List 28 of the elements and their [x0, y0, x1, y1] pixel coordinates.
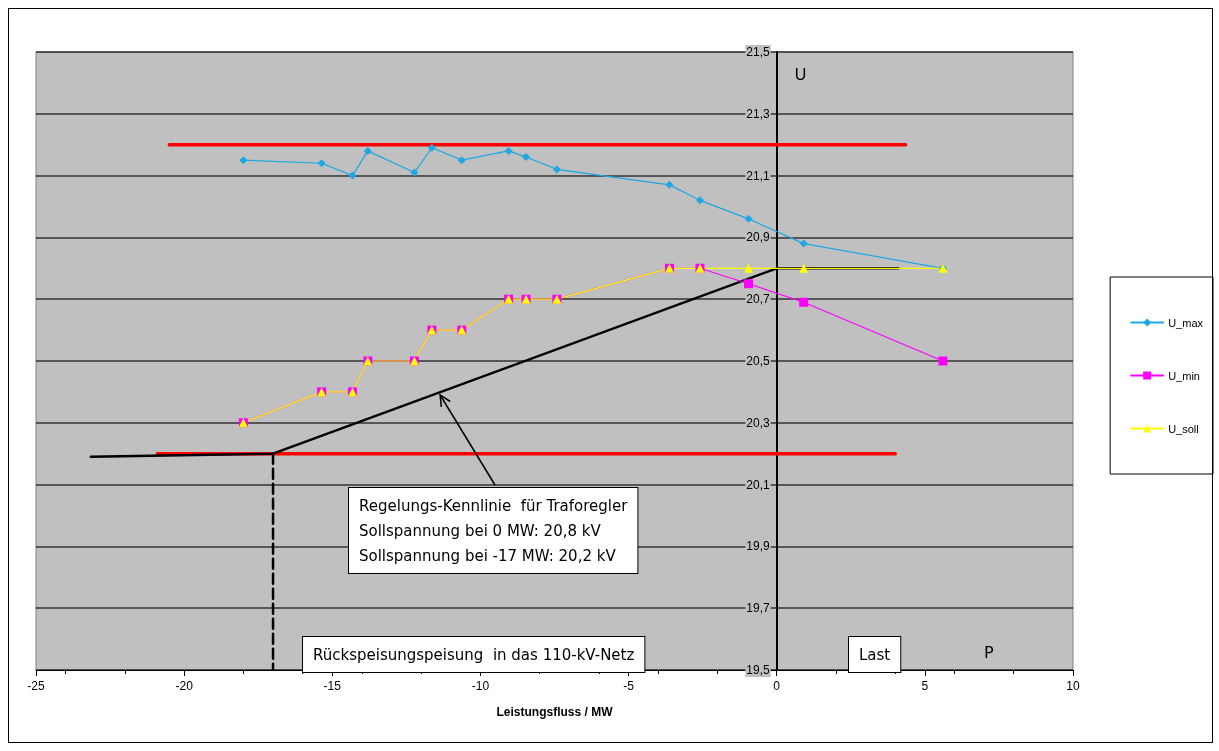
y-tick-label: 21,3: [746, 106, 771, 121]
x-tick-label: 10: [1066, 679, 1080, 693]
annotation: Rückspeisungspeisung in das 110-kV-Netz: [313, 645, 635, 664]
x-tick-label: 5: [921, 679, 929, 693]
y-tick-label: 20,9: [746, 230, 771, 245]
x-tick-label: -10: [471, 679, 490, 693]
x-tick-label: -5: [623, 679, 635, 693]
legend-label: U_soll: [1168, 422, 1199, 435]
annotation: Last: [859, 645, 891, 664]
y-axis-title: U: [794, 65, 807, 83]
y-tick-label: 21,5: [746, 45, 771, 59]
x-tick-label: -25: [27, 679, 45, 693]
x-tick-label: 0: [773, 679, 781, 693]
y-tick-label: 20,5: [746, 354, 771, 368]
y-tick-label: 20,3: [746, 415, 771, 430]
annotation: Regelungs-Kennlinie für Traforegler Sollspannung bei 0 MW: 20,8 kV Sollspannung bei -17 MW: 20,2 kV: [359, 496, 629, 565]
y-tick-label: 20,1: [746, 477, 771, 492]
y-tick-label: 19,9: [746, 539, 771, 554]
x-tick-label: -20: [175, 679, 194, 693]
annotation: P: [984, 643, 994, 662]
y-tick-label: 19,7: [746, 601, 771, 616]
y-tick-label: 19,5: [746, 663, 771, 677]
x-tick-label: -15: [323, 679, 342, 693]
y-tick-label: 21,1: [746, 168, 771, 183]
legend-label: U_min: [1168, 369, 1200, 382]
y-tick-label: 20,7: [746, 292, 771, 307]
x-axis-title: Leistungsfluss / MW: [496, 705, 614, 719]
legend-label: U_max: [1168, 316, 1204, 329]
